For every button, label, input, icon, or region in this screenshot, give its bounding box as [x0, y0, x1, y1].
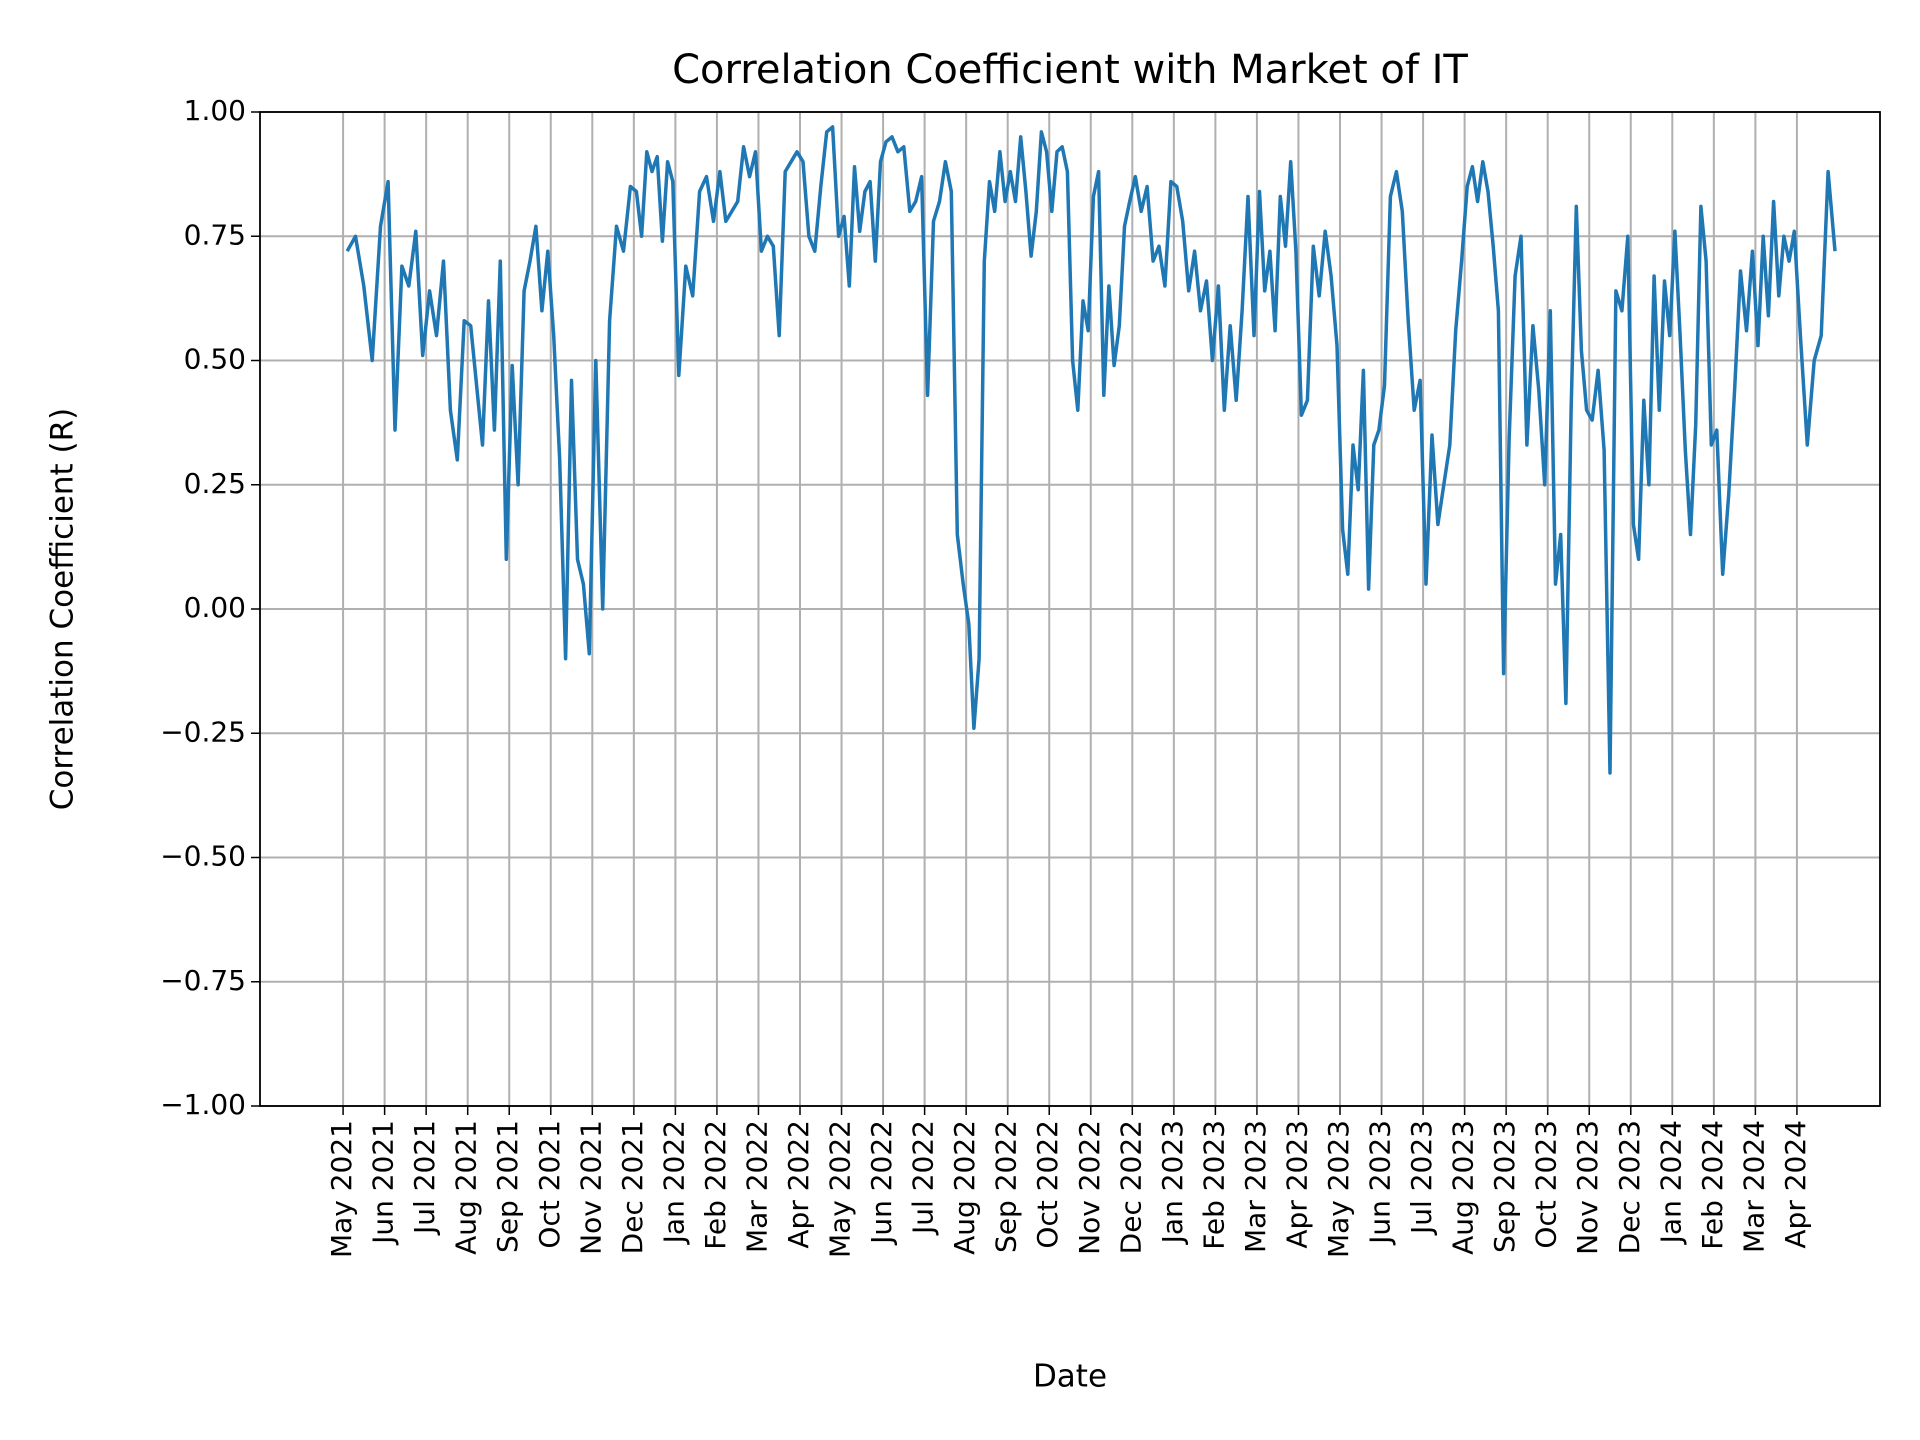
x-tick-label: May 2022 [824, 1120, 857, 1258]
y-tick-label: −0.25 [160, 715, 246, 748]
x-tick-label: Feb 2023 [1197, 1120, 1230, 1250]
x-tick-label: Jul 2023 [1405, 1120, 1438, 1236]
data-line [345, 125, 1837, 775]
x-tick-label: Mar 2023 [1239, 1120, 1272, 1253]
x-tick-label: Sep 2022 [990, 1120, 1023, 1253]
x-tick-label: Oct 2022 [1031, 1120, 1064, 1249]
x-tick-label: Aug 2022 [948, 1120, 981, 1255]
x-tick-label: Oct 2023 [1530, 1120, 1563, 1249]
x-tick-label: Jun 2021 [367, 1120, 400, 1246]
x-tick-label: Aug 2023 [1447, 1120, 1480, 1255]
x-tick-label: Apr 2024 [1779, 1120, 1812, 1249]
x-tick-label: Sep 2023 [1488, 1120, 1521, 1253]
x-tick-label: Jan 2024 [1654, 1120, 1687, 1245]
x-tick-label: Jul 2021 [408, 1120, 441, 1236]
plot-frame [259, 111, 1881, 1107]
x-tick-label: Jan 2023 [1156, 1120, 1189, 1245]
y-tick-label: 0.25 [184, 467, 246, 500]
x-tick-label: Dec 2021 [616, 1120, 649, 1254]
y-tick-label: −0.75 [160, 964, 246, 997]
x-tick-label: Jan 2022 [657, 1120, 690, 1245]
x-tick-label: Dec 2023 [1613, 1120, 1646, 1254]
x-tick-label: Feb 2024 [1696, 1120, 1729, 1250]
y-tick-label: 0.00 [184, 591, 246, 624]
x-tick-label: Jul 2022 [907, 1120, 940, 1236]
x-tick-label: Nov 2022 [1073, 1120, 1106, 1255]
x-tick-label: Nov 2023 [1571, 1120, 1604, 1255]
x-axis-label: Date [1033, 1359, 1107, 1395]
x-tick-label: Mar 2022 [740, 1120, 773, 1253]
x-tick-label: May 2023 [1322, 1120, 1355, 1258]
x-tick-label: Feb 2022 [699, 1120, 732, 1250]
x-tick-label: Sep 2021 [491, 1120, 524, 1253]
y-tick-label: −1.00 [160, 1088, 246, 1121]
x-tick-label: May 2021 [325, 1120, 358, 1258]
x-tick-label: Nov 2021 [574, 1120, 607, 1255]
y-tick-label: 0.50 [184, 343, 246, 376]
x-tick-label: Jun 2023 [1364, 1120, 1397, 1246]
y-tick-label: 1.00 [184, 94, 246, 127]
x-tick-label: Jun 2022 [865, 1120, 898, 1246]
y-axis-label: Correlation Coefficient (R) [45, 408, 81, 811]
x-tick-label: Apr 2022 [782, 1120, 815, 1249]
chart-title: Correlation Coefficient with Market of I… [672, 47, 1468, 93]
x-tick-label: Dec 2022 [1114, 1120, 1147, 1254]
y-tick-label: −0.50 [160, 840, 246, 873]
x-tick-label: Oct 2021 [533, 1120, 566, 1249]
y-tick-label: 0.75 [184, 218, 246, 251]
x-tick-label: Aug 2021 [450, 1120, 483, 1255]
x-tick-label: Mar 2024 [1737, 1120, 1770, 1253]
x-tick-label: Apr 2023 [1280, 1120, 1313, 1249]
